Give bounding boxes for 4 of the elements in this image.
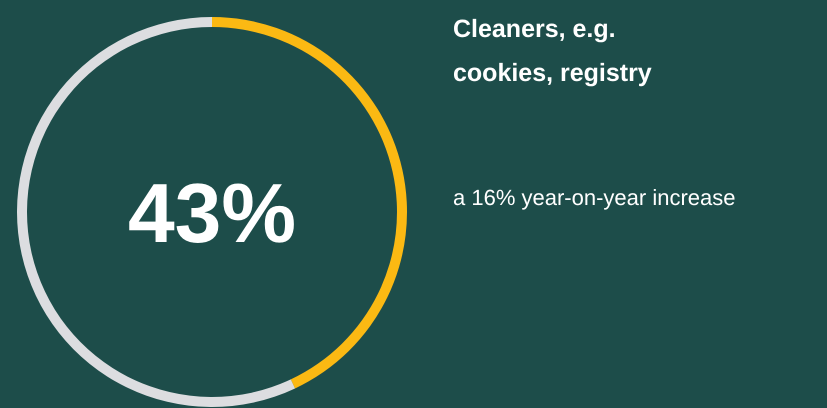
text: Cleaners, e.g. cookies, registry [453, 15, 652, 87]
donut-slice [17, 17, 296, 407]
text: a 16% year-on-year increase [453, 185, 736, 210]
data-label: 43% [128, 166, 296, 260]
